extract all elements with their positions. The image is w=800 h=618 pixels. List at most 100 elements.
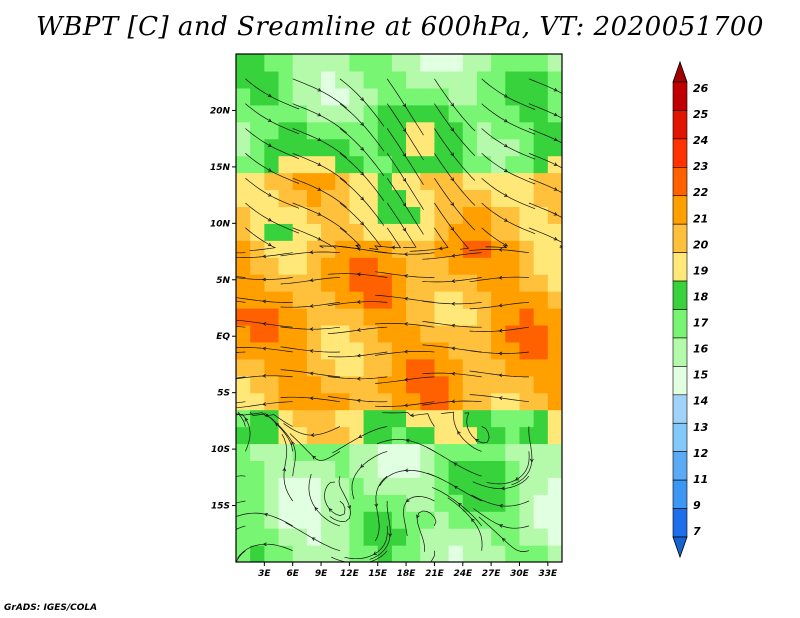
colorbar-swatch — [672, 508, 688, 538]
streamline-arrow — [309, 278, 314, 283]
streamline-arrow — [498, 275, 503, 280]
field-cell — [505, 87, 521, 106]
streamline-arrow — [347, 505, 351, 510]
field-cell — [349, 172, 365, 191]
field-cell — [236, 138, 251, 157]
field-cell — [363, 341, 379, 360]
field-cell — [462, 274, 478, 292]
field-cell — [547, 528, 562, 546]
field-cell — [306, 155, 322, 174]
colorbar-label: 7 — [693, 525, 701, 538]
field-cell — [264, 426, 280, 445]
colorbar-label: 17 — [693, 317, 709, 330]
field-cell — [420, 324, 436, 343]
streamline-arrow — [219, 539, 222, 542]
field-cell — [533, 308, 549, 326]
field-cell — [236, 545, 251, 562]
field-cell — [505, 443, 521, 461]
field-cell — [420, 341, 436, 360]
field-cell — [306, 240, 322, 258]
field-cell — [264, 460, 280, 478]
field-cell — [547, 54, 562, 72]
field-cell — [306, 460, 322, 478]
field-cell — [547, 511, 562, 529]
x-tick-label: 9E — [315, 569, 328, 579]
field-cell — [391, 375, 407, 394]
streamline-arrow — [450, 152, 455, 157]
field-cell — [406, 138, 421, 157]
streamline-arrow — [244, 417, 249, 422]
field-cell — [363, 223, 379, 241]
field-cell — [236, 494, 251, 512]
field-cell — [264, 392, 280, 411]
field-cell — [306, 54, 322, 72]
x-tick-label: 27E — [482, 569, 502, 579]
field-cell — [321, 240, 336, 258]
field-cell — [533, 409, 549, 428]
field-cell — [391, 223, 407, 241]
field-cell — [306, 511, 322, 529]
y-tick-label: 15N — [210, 163, 231, 173]
streamline-arrow — [360, 196, 365, 201]
colorbar-label: 18 — [693, 290, 709, 303]
streamline-arrow — [356, 328, 361, 332]
field-cell — [491, 223, 506, 241]
field-cell — [264, 308, 280, 326]
field-cell — [363, 138, 379, 157]
streamline-arrow — [356, 398, 361, 403]
field-cell — [406, 70, 421, 89]
field-cell — [363, 87, 379, 106]
streamline-arrow — [374, 503, 379, 508]
field-cell — [250, 240, 265, 258]
field-cell — [335, 426, 350, 445]
field-cell — [434, 409, 450, 428]
field-cell — [292, 443, 308, 461]
field-cell — [335, 155, 350, 174]
field-cell — [321, 138, 336, 157]
field-cell — [292, 528, 308, 546]
field-cell — [321, 172, 336, 191]
field-cell — [321, 494, 336, 512]
streamline-arrow — [498, 328, 503, 333]
streamline-arrow — [317, 187, 322, 191]
field-cell — [505, 308, 521, 326]
streamline-arrow — [451, 399, 456, 404]
streamline-arrow — [474, 438, 479, 443]
field-cell — [448, 87, 464, 106]
field-cell — [363, 121, 379, 140]
field-cell — [406, 460, 421, 478]
streamline-arrow — [262, 542, 267, 547]
streamline-arrow — [262, 346, 267, 351]
field-cell — [377, 274, 393, 292]
field-cell — [363, 443, 379, 461]
field-cell — [391, 409, 407, 428]
field-cell — [462, 426, 478, 445]
streamline — [236, 550, 246, 562]
field-cell — [306, 189, 322, 207]
field-cell — [462, 189, 478, 207]
field-cell — [462, 409, 478, 428]
field-cell — [349, 70, 365, 89]
field-cell — [476, 375, 492, 394]
colorbar-swatch — [672, 110, 688, 140]
field-cell — [391, 324, 407, 343]
field-cell — [448, 138, 464, 157]
field-cell — [306, 70, 322, 89]
field-cell — [391, 528, 407, 546]
field-cell — [321, 257, 336, 275]
field-cell — [278, 477, 294, 495]
streamline-arrow — [498, 373, 503, 378]
streamline-arrow — [404, 296, 408, 301]
streamline-arrow — [501, 537, 506, 542]
field-cell — [434, 545, 450, 562]
field-cell — [505, 426, 521, 445]
field-cell — [505, 528, 521, 546]
x-tick-label: 21E — [425, 569, 445, 579]
streamline-arrow — [403, 349, 408, 354]
field-cell — [335, 341, 350, 360]
field-cell — [236, 54, 251, 72]
field-cell — [420, 87, 436, 106]
field-cell — [533, 511, 549, 529]
streamline-arrow — [402, 178, 407, 182]
field-cell — [335, 443, 350, 461]
